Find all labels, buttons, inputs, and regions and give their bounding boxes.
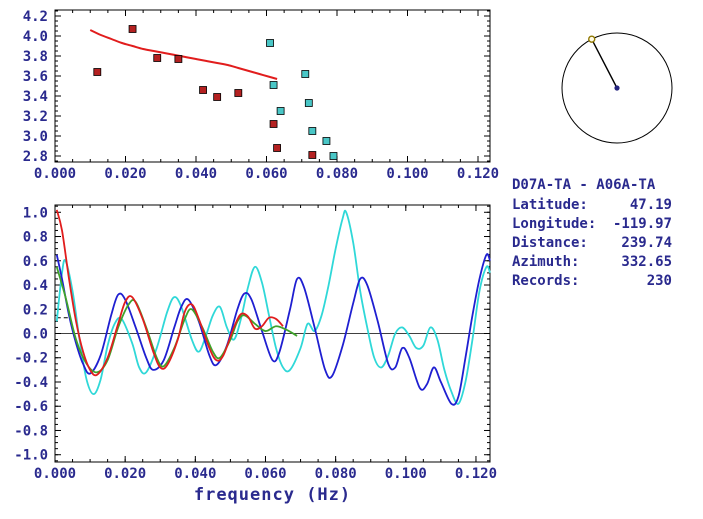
info-label: Longitude: (512, 216, 597, 232)
info-label: Azimuth: (512, 254, 580, 270)
svg-text:0.040: 0.040 (175, 166, 217, 182)
waveform-chart: 0.000 0.020 0.040 0.060 0.080 0.100 0.120 1.0 0.… (0, 200, 505, 519)
info-row: Latitude: 47.19 (512, 196, 672, 215)
info-value: 47.19 (629, 197, 672, 213)
azimuth-circle (561, 32, 673, 144)
svg-text:0.120: 0.120 (457, 166, 499, 182)
series-measurements-cyan (266, 39, 338, 160)
station-pair-title: D07A-TA - A06A-TA (512, 177, 656, 193)
svg-text:3.0: 3.0 (23, 129, 48, 145)
svg-text:0.0: 0.0 (23, 327, 48, 343)
azimuth-line (591, 38, 618, 89)
axis-tick-labels: 0.000 0.020 0.040 0.060 0.080 0.100 0.120 1.0 0.… (14, 205, 497, 482)
info-row: Records: 230 (512, 272, 672, 291)
svg-text:4.0: 4.0 (23, 29, 48, 45)
svg-text:-0.6: -0.6 (14, 399, 48, 415)
svg-text:0.120: 0.120 (455, 466, 497, 482)
svg-text:0.100: 0.100 (385, 466, 427, 482)
svg-text:3.4: 3.4 (23, 89, 48, 105)
svg-text:4.2: 4.2 (23, 9, 48, 25)
svg-text:-1.0: -1.0 (14, 448, 48, 464)
svg-text:3.2: 3.2 (23, 109, 48, 125)
svg-text:0.000: 0.000 (34, 466, 76, 482)
station-info-rows: Latitude: 47.19 Longitude: -119.97 Distance:… (512, 196, 672, 291)
svg-text:-0.4: -0.4 (14, 375, 48, 391)
svg-text:2.8: 2.8 (23, 149, 48, 165)
svg-text:0.000: 0.000 (34, 166, 76, 182)
svg-text:0.020: 0.020 (104, 466, 146, 482)
info-value: 230 (646, 273, 672, 289)
series-measurements-red (93, 25, 317, 159)
info-row: Azimuth: 332.65 (512, 253, 672, 272)
svg-text:0.100: 0.100 (386, 166, 428, 182)
info-value: 239.74 (621, 235, 672, 251)
info-label: Records: (512, 273, 580, 289)
info-value: -119.97 (612, 216, 672, 232)
svg-text:0.8: 0.8 (23, 230, 48, 246)
dispersion-chart: 0.000 0.020 0.040 0.060 0.080 0.100 0.120 4.2 4.… (0, 0, 505, 200)
dial-center-dot (614, 85, 620, 91)
svg-text:0.080: 0.080 (316, 166, 358, 182)
station-info-panel: D07A-TA - A06A-TA Latitude: 47.19 Longitud… (512, 176, 672, 291)
svg-text:0.2: 0.2 (23, 302, 48, 318)
azimuth-dial (540, 10, 700, 170)
series-waveform-cyan (55, 209, 491, 405)
svg-text:1.0: 1.0 (23, 205, 48, 221)
svg-text:0.060: 0.060 (244, 466, 286, 482)
info-label: Latitude: (512, 197, 588, 213)
series-waveform-red (55, 209, 284, 377)
x-axis-label: frequency (Hz) (194, 485, 351, 505)
svg-text:3.8: 3.8 (23, 49, 48, 65)
chart-top-svg: 0.000 0.020 0.040 0.060 0.080 0.100 0.120 4.2 4.… (23, 9, 499, 182)
axis-ticks (54, 10, 490, 162)
svg-text:-0.8: -0.8 (14, 423, 48, 439)
chart-bottom-svg: 0.000 0.020 0.040 0.060 0.080 0.100 0.120 1.0 0.… (14, 204, 497, 505)
info-value: 332.65 (621, 254, 672, 270)
info-label: Distance: (512, 235, 588, 251)
svg-text:3.6: 3.6 (23, 69, 48, 85)
series-dispersion-reference-curve (89, 29, 278, 80)
axis-ticks (54, 205, 490, 462)
azimuth-endpoint-marker (588, 35, 596, 43)
series-waveform-blue (55, 253, 491, 406)
info-row: Longitude: -119.97 (512, 215, 672, 234)
svg-text:0.6: 0.6 (23, 254, 48, 270)
azimuth-dial-svg (561, 32, 673, 144)
svg-text:-0.2: -0.2 (14, 351, 48, 367)
svg-text:0.4: 0.4 (23, 278, 48, 294)
svg-text:0.040: 0.040 (174, 466, 216, 482)
svg-text:0.080: 0.080 (315, 466, 357, 482)
axis-tick-labels: 0.000 0.020 0.040 0.060 0.080 0.100 0.120 4.2 4.… (23, 9, 499, 182)
info-row: Distance: 239.74 (512, 234, 672, 253)
svg-text:0.020: 0.020 (104, 166, 146, 182)
svg-text:0.060: 0.060 (245, 166, 287, 182)
